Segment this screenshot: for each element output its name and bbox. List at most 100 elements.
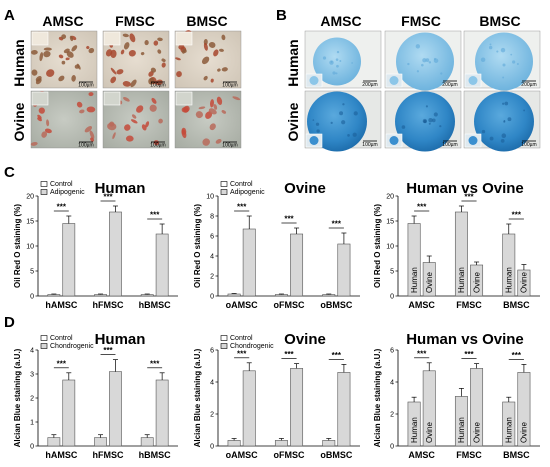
bar-chart: Ovine Alcian Blue staining (a.U.) 0 2 4 6 Cont… xyxy=(193,331,360,460)
micrograph-alcian-blue: 200µm xyxy=(463,30,541,91)
lipid-droplet xyxy=(41,131,48,138)
stain-speck xyxy=(335,72,338,75)
micrograph-alcian-blue: 100µm xyxy=(304,90,382,152)
stain-speck xyxy=(322,56,327,60)
bar-label: Human xyxy=(505,267,514,293)
stain-speck xyxy=(330,61,333,63)
lipid-droplet xyxy=(183,105,190,113)
stain-speck xyxy=(510,53,513,56)
lipid-droplet xyxy=(195,111,203,119)
x-tick-label: oFMSC xyxy=(274,300,305,310)
lipid-droplet xyxy=(176,71,182,78)
lipid-droplet xyxy=(221,34,226,41)
stain-speck xyxy=(439,125,442,128)
bar xyxy=(109,211,122,297)
lipid-droplet xyxy=(46,69,55,77)
chart-title: Ovine xyxy=(284,180,326,197)
stain-speck xyxy=(341,120,346,125)
bar xyxy=(322,440,336,447)
x-tick-label: AMSC xyxy=(408,300,435,310)
lipid-droplet xyxy=(213,104,218,110)
stain-speck xyxy=(336,50,340,54)
significance-stars: *** xyxy=(417,349,427,358)
bar-label: Ovine xyxy=(425,422,434,443)
x-tick-label: hFMSC xyxy=(93,450,124,460)
significance-stars: *** xyxy=(332,220,342,229)
lipid-droplet xyxy=(182,48,187,53)
stain-speck xyxy=(401,125,406,129)
x-tick-label: BMSC xyxy=(503,300,530,310)
legend-label: Control xyxy=(230,335,253,342)
panel-label-d: D xyxy=(4,314,15,331)
bar xyxy=(94,294,107,297)
bar xyxy=(337,372,351,447)
inset-pellet xyxy=(468,136,478,145)
y-tick-label: 0 xyxy=(30,293,34,300)
micrograph-oil-red: 100µm xyxy=(30,90,98,149)
micrograph-inset xyxy=(31,91,49,106)
bar-chart: Human vs Ovine Oil Red O staining (%) 0 5 10… xyxy=(373,180,540,310)
legend-swatch xyxy=(220,343,228,349)
stain-speck xyxy=(501,133,507,139)
lipid-droplet xyxy=(216,96,223,105)
stain-speck xyxy=(500,138,505,143)
bar xyxy=(62,379,76,447)
significance-stars: *** xyxy=(150,211,160,220)
y-tick-label: 5 xyxy=(390,268,394,275)
panel-b-column-header: AMSC xyxy=(320,13,361,29)
chart-title: Human vs Ovine xyxy=(406,180,524,197)
cartilage-pellet xyxy=(313,37,361,86)
stain-speck xyxy=(431,118,436,123)
x-tick-label: hAMSC xyxy=(45,450,77,460)
lipid-droplet xyxy=(66,51,74,58)
legend-label: Adipogenic xyxy=(230,189,265,196)
stain-speck xyxy=(496,50,499,53)
legend-label: Chondrogenic xyxy=(50,343,94,350)
lipid-droplet xyxy=(61,60,66,65)
significance-stars: *** xyxy=(512,211,522,220)
stain-speck xyxy=(489,136,494,141)
lipid-droplet xyxy=(31,69,38,76)
panel-label-b: B xyxy=(276,7,287,24)
lipid-droplet xyxy=(71,45,78,52)
y-tick-label: 20 xyxy=(26,193,34,200)
significance-stars: *** xyxy=(464,193,474,202)
lipid-droplet xyxy=(151,97,157,104)
lipid-droplet xyxy=(131,114,137,119)
lipid-droplet xyxy=(219,48,224,52)
legend-swatch xyxy=(220,335,228,341)
y-axis-label: Alcian Blue staining (a.U.) xyxy=(373,348,382,447)
bar-label: Human xyxy=(457,417,466,443)
bar xyxy=(140,294,154,297)
micrograph-inset xyxy=(175,91,193,106)
lipid-droplet xyxy=(65,57,70,61)
bar xyxy=(242,228,256,297)
x-tick-label: BMSC xyxy=(503,450,530,460)
bar xyxy=(274,294,288,297)
x-tick-label: oBMSC xyxy=(320,450,352,460)
y-tick-label: 6 xyxy=(390,347,394,354)
panel-label-c: C xyxy=(4,164,15,181)
stain-speck xyxy=(336,64,339,68)
lipid-droplet xyxy=(153,40,159,46)
lipid-droplet xyxy=(43,47,52,51)
x-tick-label: AMSC xyxy=(408,450,435,460)
lipid-droplet xyxy=(122,81,131,87)
lipid-droplet xyxy=(122,33,129,38)
bar-label: Human xyxy=(410,267,419,293)
inset-pellet xyxy=(389,136,399,145)
legend-swatch xyxy=(40,343,48,349)
bar-chart: Human vs Ovine Alcian Blue staining (a.U.… xyxy=(373,331,540,460)
y-tick-label: 1 xyxy=(30,419,34,426)
bar-label: Ovine xyxy=(520,422,529,443)
lipid-droplet xyxy=(125,135,134,142)
stain-speck xyxy=(502,76,505,79)
y-tick-label: 2 xyxy=(210,273,214,280)
y-tick-label: 6 xyxy=(210,347,214,354)
bar-chart: Human Alcian Blue staining (a.U.) 0 1 2 3 4 Con… xyxy=(13,331,178,460)
y-tick-label: 2 xyxy=(390,411,394,418)
lipid-droplet xyxy=(110,67,117,75)
lipid-droplet xyxy=(215,139,222,144)
bar-label: Human xyxy=(457,267,466,293)
inset-pellet xyxy=(389,76,399,85)
